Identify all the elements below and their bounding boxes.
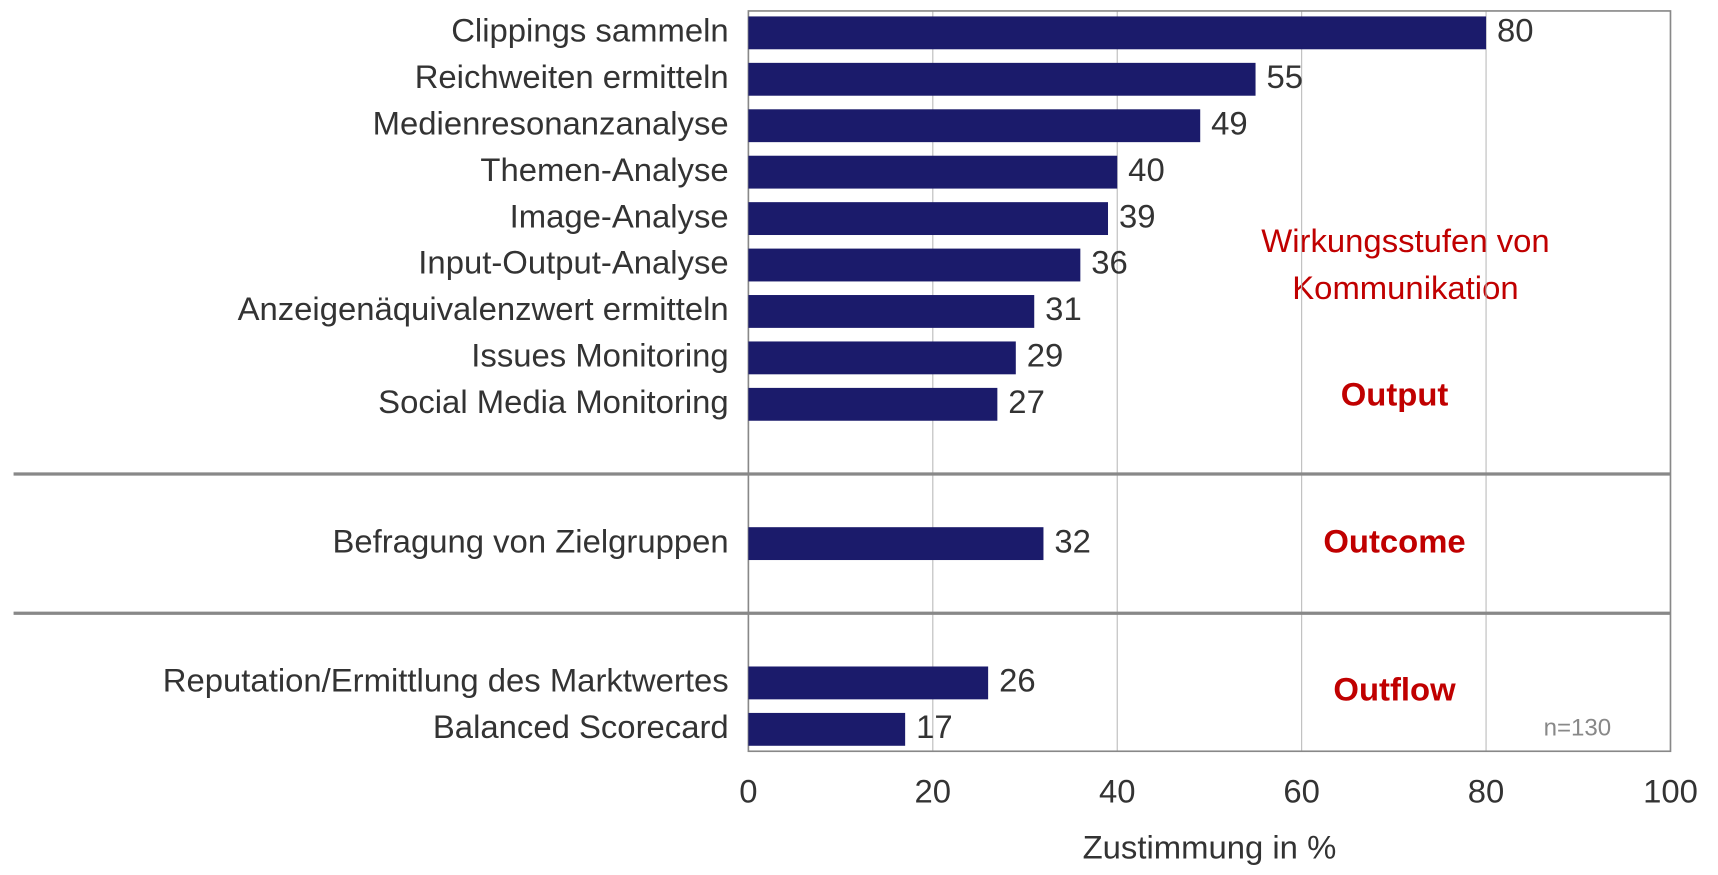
value-label: 17 (916, 708, 953, 745)
category-label: Input-Output-Analyse (418, 244, 728, 281)
x-tick-label: 60 (1283, 773, 1320, 810)
value-label: 29 (1027, 337, 1064, 374)
category-label: Reputation/Ermittlung des Marktwertes (163, 662, 729, 699)
bar (748, 666, 989, 700)
annotation: Kommunikation (1292, 269, 1518, 306)
value-label: 36 (1091, 244, 1128, 281)
category-label: Issues Monitoring (471, 337, 728, 374)
value-label: 27 (1008, 383, 1045, 420)
x-tick-label: 20 (915, 773, 952, 810)
plot-frame (747, 10, 1672, 753)
value-label: 55 (1266, 58, 1303, 95)
bar (748, 16, 1487, 50)
bar (748, 109, 1201, 143)
category-label: Befragung von Zielgruppen (332, 522, 728, 559)
value-label: 26 (999, 662, 1036, 699)
bar (748, 341, 1016, 375)
value-label: 32 (1054, 522, 1091, 559)
bar (748, 527, 1044, 561)
group-label: Outflow (1333, 671, 1456, 708)
x-tick-label: 40 (1099, 773, 1136, 810)
category-label: Balanced Scorecard (433, 708, 729, 745)
value-label: 40 (1128, 151, 1165, 188)
bar (748, 155, 1118, 189)
group-label: Outcome (1323, 522, 1465, 559)
value-label: 80 (1497, 12, 1534, 49)
bar (748, 295, 1035, 328)
value-label: 39 (1119, 197, 1156, 234)
category-label: Social Media Monitoring (378, 383, 729, 420)
bar (748, 387, 998, 421)
category-label: Reichweiten ermitteln (415, 58, 729, 95)
x-axis-title: Zustimmung in % (1083, 828, 1337, 865)
x-tick-label: 0 (739, 773, 757, 810)
category-label: Image-Analyse (510, 197, 729, 234)
category-label: Clippings sammeln (451, 12, 728, 49)
group-label: Output (1341, 375, 1449, 412)
bar (748, 248, 1081, 282)
category-label: Themen-Analyse (480, 151, 728, 188)
bar (748, 712, 906, 746)
category-label: Medienresonanzanalyse (373, 104, 729, 141)
x-tick-label: 100 (1643, 773, 1698, 810)
category-label: Anzeigenäquivalenzwert ermitteln (238, 290, 729, 327)
value-label: 31 (1045, 290, 1082, 327)
x-tick-label: 80 (1468, 773, 1505, 810)
bar (748, 62, 1256, 96)
bar (748, 202, 1109, 236)
annotation: Wirkungsstufen von (1261, 222, 1549, 259)
sample-note: n=130 (1544, 715, 1612, 742)
value-label: 49 (1211, 104, 1248, 141)
